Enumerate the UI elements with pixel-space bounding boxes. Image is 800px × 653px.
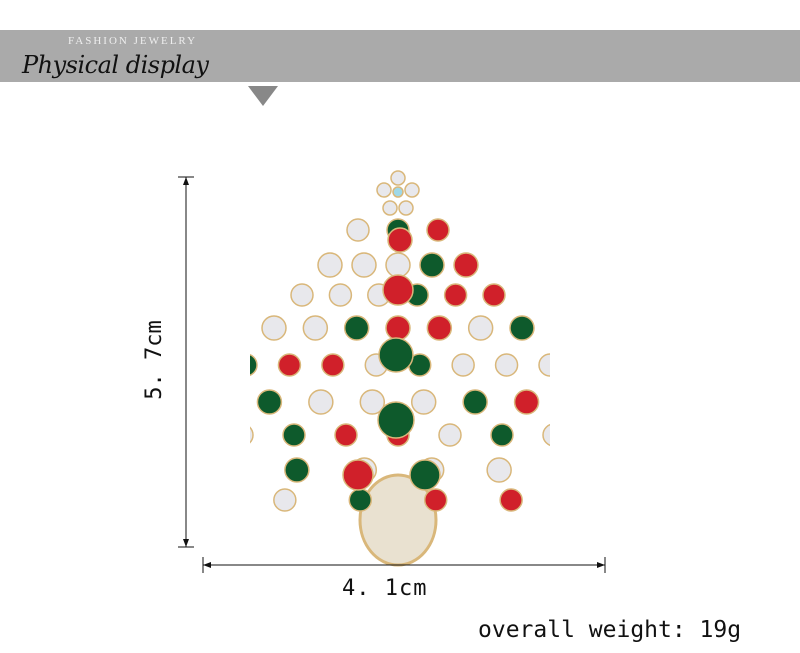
- rhinestone: [317, 252, 343, 278]
- rhinestone: [378, 337, 414, 373]
- banner-title: Physical display: [22, 51, 209, 79]
- rhinestone: [509, 315, 535, 341]
- rhinestone: [426, 218, 450, 242]
- rhinestone: [398, 200, 414, 216]
- rhinestone: [419, 252, 445, 278]
- rhinestone: [346, 218, 370, 242]
- rhinestone: [490, 423, 514, 447]
- rhinestone: [256, 389, 283, 415]
- rhinestone: [453, 252, 479, 278]
- rhinestone: [499, 488, 523, 512]
- rhinestone: [284, 457, 310, 483]
- rhinestone: [351, 252, 377, 278]
- width-label: 4. 1cm: [342, 576, 428, 601]
- rhinestone: [390, 170, 406, 186]
- rhinestone: [494, 353, 519, 377]
- rhinestone: [462, 389, 488, 415]
- rhinestone: [451, 353, 475, 377]
- rhinestone: [382, 274, 414, 306]
- header-banner: FASHION JEWELRY Physical display: [0, 30, 800, 82]
- rhinestone: [385, 252, 411, 278]
- rhinestone: [348, 488, 373, 512]
- rhinestone: [261, 315, 287, 341]
- down-triangle-icon: [248, 86, 278, 106]
- rhinestone: [426, 315, 453, 341]
- rhinestone: [250, 426, 254, 444]
- rhinestone: [423, 488, 448, 512]
- banner-subtitle: FASHION JEWELRY: [68, 35, 198, 47]
- rhinestone: [392, 186, 404, 198]
- rhinestone: [282, 423, 306, 447]
- rhinestone: [385, 315, 411, 341]
- christmas-tree-brooch-image: [250, 170, 550, 567]
- rhinestone: [273, 488, 297, 512]
- rhinestone: [376, 182, 392, 198]
- height-dimension-line: [178, 176, 194, 548]
- rhinestone: [342, 459, 374, 491]
- rhinestone: [387, 227, 413, 253]
- rhinestone: [382, 200, 398, 216]
- width-dimension-line: [202, 557, 606, 573]
- rhinestone: [467, 315, 494, 341]
- rhinestone: [443, 283, 468, 307]
- rhinestone: [482, 283, 506, 307]
- rhinestone: [343, 315, 370, 341]
- rhinestone: [328, 283, 353, 307]
- rhinestone: [302, 315, 329, 341]
- rhinestone: [438, 423, 462, 447]
- rhinestone: [410, 389, 437, 415]
- rhinestone: [250, 353, 258, 377]
- rhinestone: [409, 459, 441, 491]
- rhinestone: [486, 457, 512, 483]
- rhinestone: [321, 353, 345, 377]
- rhinestone: [334, 423, 358, 447]
- rhinestone: [513, 389, 540, 415]
- weight-label: overall weight: 19g: [478, 617, 742, 643]
- rhinestone: [404, 182, 420, 198]
- rhinestone: [277, 353, 302, 377]
- rhinestone: [308, 389, 334, 415]
- rhinestone: [377, 401, 415, 439]
- height-label: 5. 7cm: [142, 320, 167, 400]
- rhinestone: [290, 283, 314, 307]
- rhinestone: [538, 353, 550, 377]
- rhinestone: [359, 389, 386, 415]
- rhinestone: [542, 423, 550, 447]
